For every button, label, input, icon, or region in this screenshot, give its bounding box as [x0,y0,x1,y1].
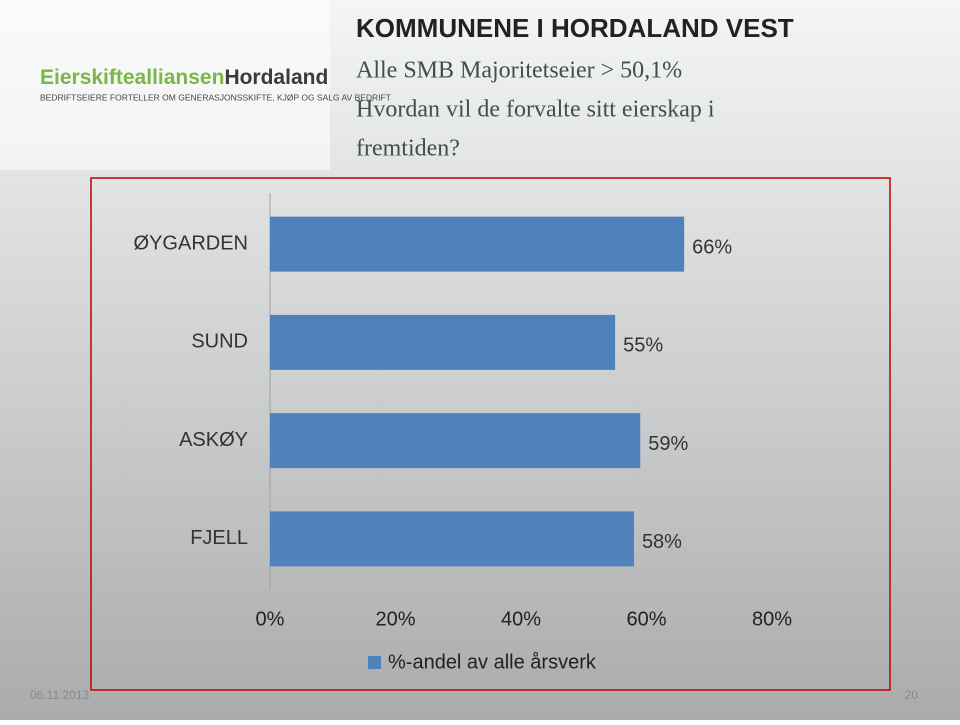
bar [270,413,641,469]
logo-tagline: BEDRIFTSEIERE FORTELLER OM GENERASJONSSK… [40,92,391,102]
category-label: ASKØY [179,429,248,451]
logo-backdrop [0,0,330,170]
value-label: 58% [642,531,682,553]
logo-region: Hordaland [224,66,328,89]
category-label: FJELL [190,527,248,549]
x-tick-label: 60% [626,608,666,630]
x-tick-label: 40% [501,608,541,630]
value-label: 66% [692,236,732,258]
x-tick-label: 80% [752,608,792,630]
category-label: ØYGARDEN [134,232,248,254]
logo-name: Eierskiftealliansen [40,66,224,89]
bar [270,511,634,567]
x-tick-label: 0% [256,608,285,630]
legend-label: %-andel av alle årsverk [388,651,597,673]
value-label: 59% [648,433,688,455]
bar [270,216,685,272]
subtitle-line: Hvordan vil de forvalte sitt eierskap i [356,97,715,123]
chart-frame [90,177,891,691]
x-tick-label: 20% [375,608,415,630]
subtitle-line: fremtiden? [356,136,460,162]
bar [270,314,616,370]
logo: EierskiftealliansenHordaland [40,66,328,89]
category-label: SUND [191,331,248,353]
value-label: 55% [623,335,663,357]
legend-swatch [368,656,381,669]
slide-title: KOMMUNENE I HORDALAND VEST [356,13,794,43]
subtitle-line: Alle SMB Majoritetseier > 50,1% [356,58,682,84]
page-number: 20 [905,688,919,702]
footer-date: 06.11.2013 [30,688,89,702]
